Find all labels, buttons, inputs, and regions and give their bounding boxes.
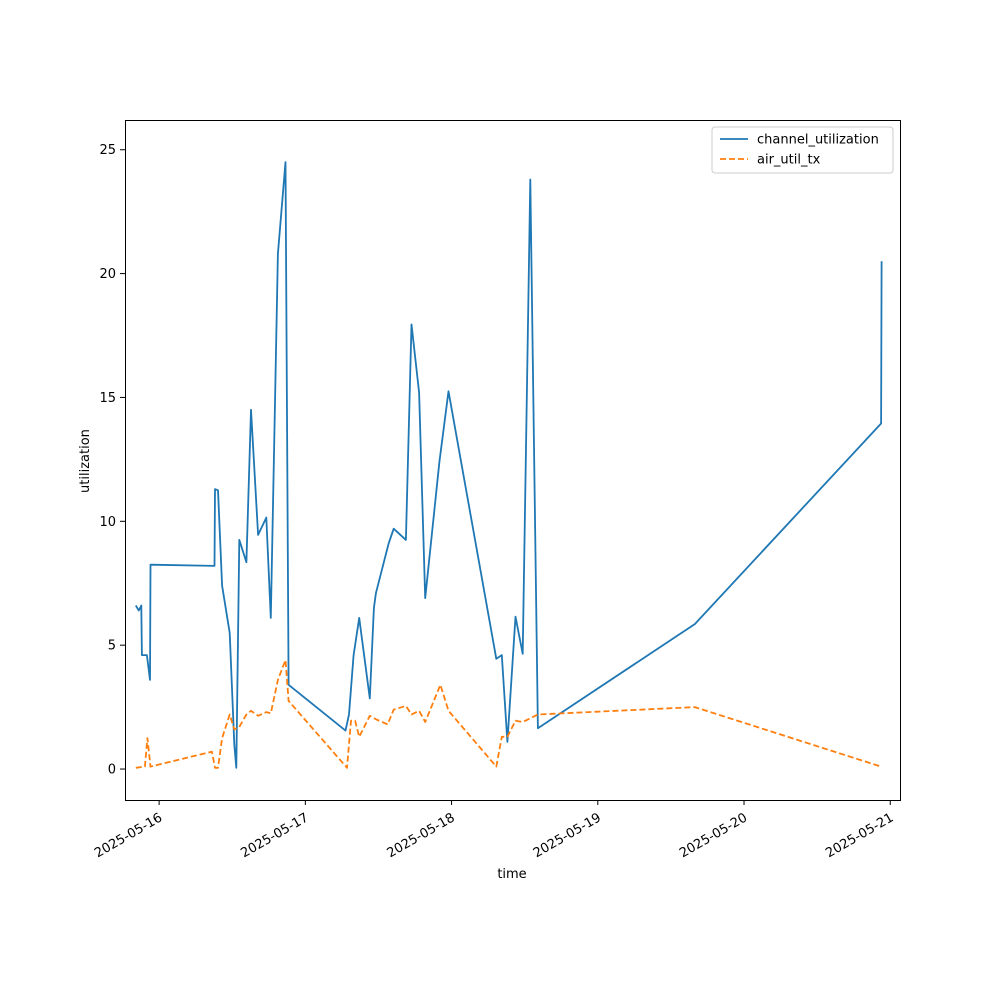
y-axis-label: utilization (78, 429, 93, 493)
y-tick-label: 20 (99, 267, 116, 282)
y-tick-label: 0 (108, 763, 116, 778)
y-tick-label: 5 (108, 639, 116, 654)
series-layer (135, 161, 883, 769)
y-tick-label: 10 (99, 515, 116, 530)
y-axis: 0 5 10 15 20 25 (99, 143, 125, 778)
legend-label-channel-utilization: channel_utilization (757, 133, 879, 148)
series-line-channel-utilization (135, 161, 883, 769)
plot-frame (125, 120, 901, 801)
y-tick-label: 15 (99, 391, 116, 406)
legend-box (711, 126, 894, 174)
y-tick-label: 25 (99, 143, 116, 158)
series-line-air-util-tx (135, 659, 882, 769)
legend: channel_utilization air_util_tx (711, 126, 894, 174)
legend-label-air-util-tx: air_util_tx (757, 153, 821, 168)
x-axis-label: time (497, 867, 526, 882)
